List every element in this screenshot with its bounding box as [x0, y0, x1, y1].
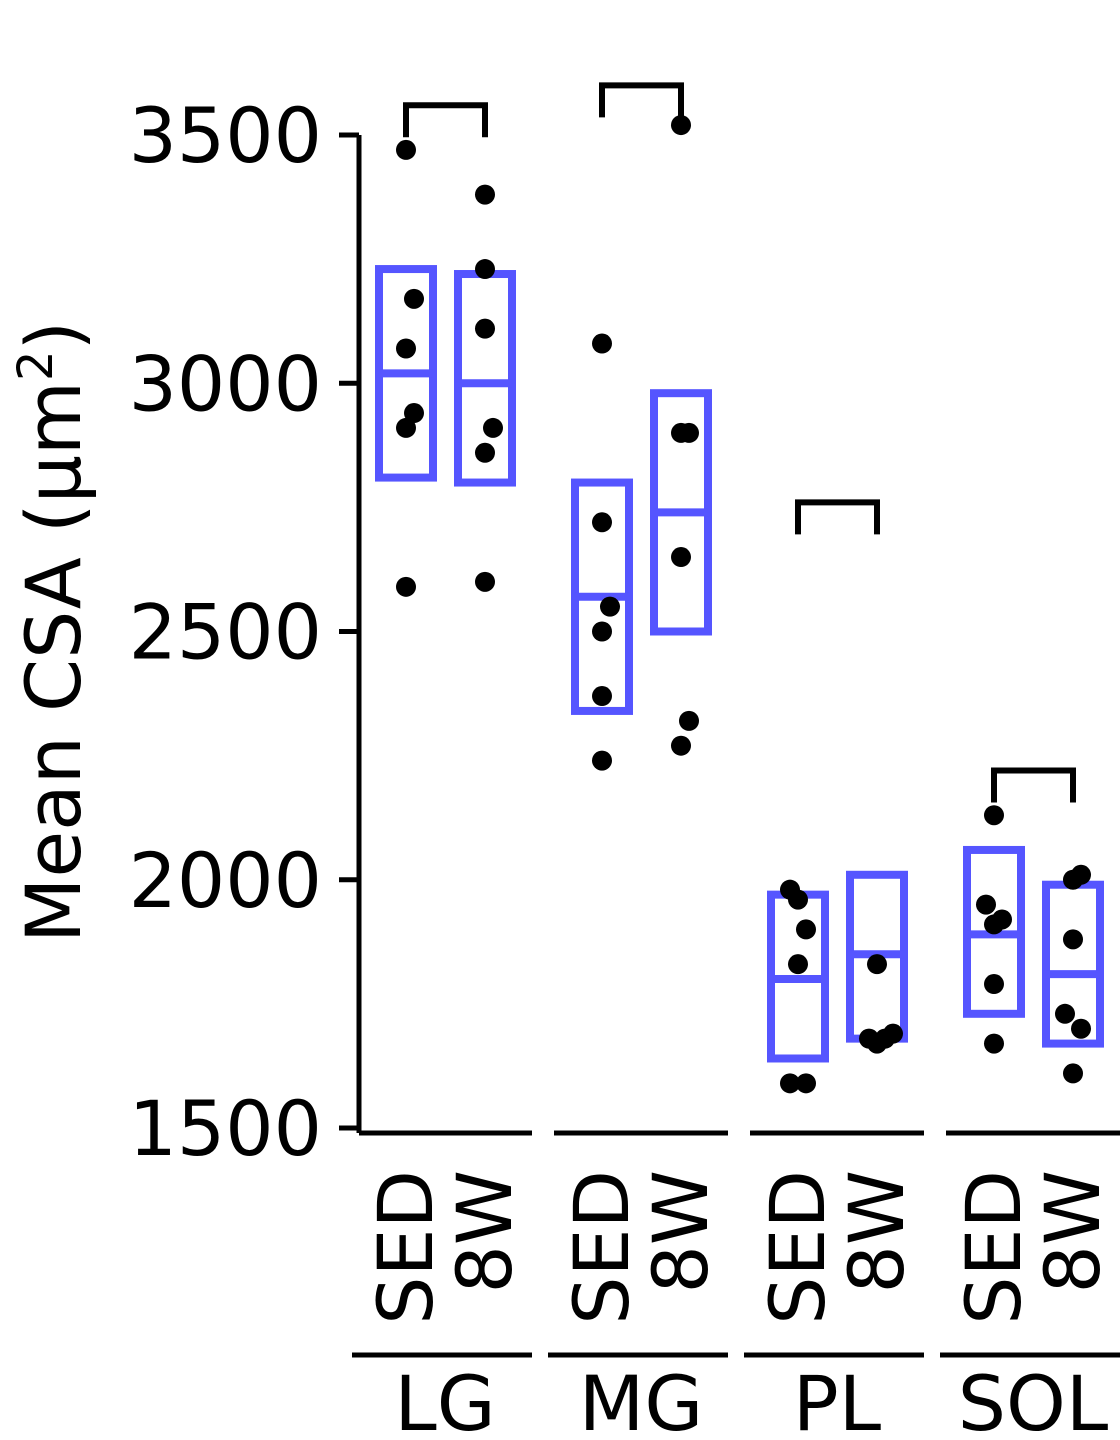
x-tick-label-sed: SED — [753, 1170, 842, 1325]
muscle-label: PL — [793, 1359, 881, 1440]
data-point — [483, 417, 503, 438]
y-axis-title-close: ) — [9, 321, 98, 351]
data-point — [475, 571, 495, 592]
data-point — [475, 259, 495, 280]
data-point — [404, 288, 424, 309]
x-tick-label-8w: 8W — [1028, 1170, 1117, 1294]
data-point — [679, 422, 699, 443]
data-point — [671, 115, 691, 136]
data-point — [976, 894, 996, 915]
data-point — [788, 889, 808, 910]
data-point — [475, 184, 495, 205]
data-point — [396, 576, 416, 597]
data-point — [592, 750, 612, 771]
data-point — [1071, 864, 1091, 885]
y-axis-title-main: Mean CSA ( — [9, 503, 98, 943]
x-tick-label-sed: SED — [949, 1170, 1038, 1325]
significance-bracket — [403, 102, 488, 138]
data-point — [788, 954, 808, 975]
data-point — [1055, 1003, 1075, 1024]
y-axis-title-unit: μm — [9, 381, 98, 503]
y-axis-title-superscript: 2 — [8, 350, 64, 381]
data-point — [780, 1073, 800, 1094]
x-tick-label-8w: 8W — [636, 1170, 725, 1294]
data-point — [984, 914, 1004, 935]
data-point — [796, 1073, 816, 1094]
data-point — [984, 1033, 1004, 1054]
muscle-label: SOL — [958, 1359, 1108, 1440]
data-point — [1063, 1063, 1083, 1084]
significance-bracket — [795, 499, 880, 535]
y-tick-label: 2000 — [129, 836, 322, 925]
muscle-label: MG — [579, 1359, 703, 1440]
chart-marks — [375, 82, 1104, 1094]
data-point — [396, 338, 416, 359]
data-point — [671, 735, 691, 756]
data-point — [475, 318, 495, 339]
y-tick-label: 3000 — [129, 339, 322, 428]
data-point — [679, 710, 699, 731]
y-tick-label: 1500 — [129, 1084, 322, 1173]
data-point — [475, 442, 495, 463]
y-tick-label: 2500 — [129, 588, 322, 677]
data-point — [592, 686, 612, 707]
data-point — [984, 974, 1004, 995]
data-point — [600, 596, 620, 617]
data-point — [984, 805, 1004, 826]
data-point — [592, 512, 612, 533]
data-point — [592, 621, 612, 642]
data-point — [1071, 1018, 1091, 1039]
data-point — [592, 333, 612, 354]
data-point — [396, 139, 416, 160]
data-point — [867, 954, 887, 975]
significance-bracket — [991, 767, 1076, 803]
data-point — [396, 417, 416, 438]
data-point — [796, 919, 816, 940]
data-point — [404, 403, 424, 424]
x-tick-label-8w: 8W — [440, 1170, 529, 1294]
muscle-label: LG — [394, 1359, 495, 1440]
y-axis-title: Mean CSA (μm2) — [8, 321, 98, 943]
x-tick-label-sed: SED — [361, 1170, 450, 1325]
data-point — [1063, 929, 1083, 950]
data-point — [671, 547, 691, 568]
data-point — [883, 1023, 903, 1044]
significance-bracket — [599, 82, 684, 118]
x-tick-label-8w: 8W — [832, 1170, 921, 1294]
x-tick-label-sed: SED — [557, 1170, 646, 1325]
axes: 15002000250030003500SED8WLGSED8WMGSED8WP… — [129, 91, 1120, 1440]
y-tick-label: 3500 — [129, 91, 322, 180]
